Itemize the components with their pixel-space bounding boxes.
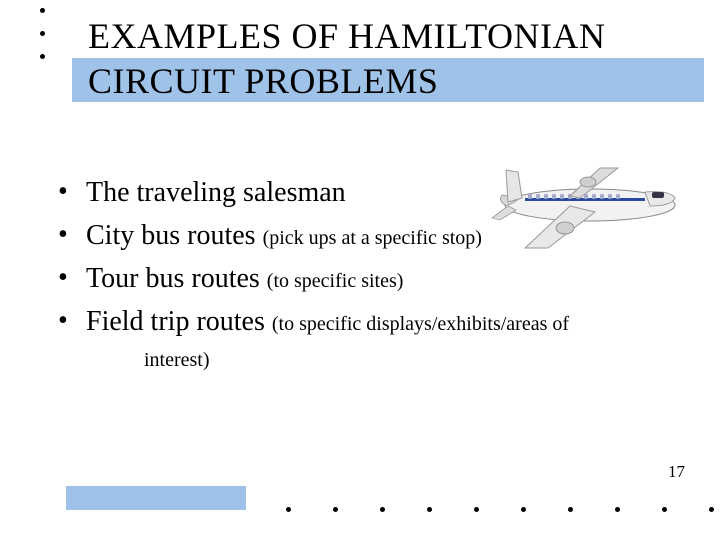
list-item-main: Field trip routes bbox=[86, 306, 272, 337]
slide-title: EXAMPLES OF HAMILTONIAN CIRCUIT PROBLEMS bbox=[88, 14, 606, 104]
list-item-paren: (pick ups at a specific stop) bbox=[263, 227, 482, 249]
list-item-main: City bus routes bbox=[86, 220, 263, 251]
bullet-dot: • bbox=[58, 261, 86, 295]
bullet-dot: • bbox=[58, 304, 86, 338]
list-item-paren: (to specific sites) bbox=[267, 270, 404, 292]
list-item: • Field trip routes (to specific display… bbox=[58, 304, 668, 339]
list-item-main: Tour bus routes bbox=[86, 263, 267, 294]
bullet-dot: • bbox=[58, 218, 86, 252]
list-item: • Tour bus routes (to specific sites) bbox=[58, 261, 668, 296]
title-line-2: CIRCUIT PROBLEMS bbox=[88, 61, 438, 101]
title-line-1: EXAMPLES OF HAMILTONIAN bbox=[88, 16, 606, 56]
list-item: • City bus routes (pick ups at a specifi… bbox=[58, 218, 668, 253]
list-item-continuation: interest) bbox=[144, 347, 668, 373]
bullet-dot: • bbox=[58, 175, 86, 209]
bullet-list: • The traveling salesman • City bus rout… bbox=[58, 175, 668, 373]
list-item-main: The traveling salesman bbox=[86, 177, 346, 208]
page-number: 17 bbox=[668, 462, 685, 482]
horizontal-dots-decor bbox=[286, 507, 714, 512]
list-item: • The traveling salesman bbox=[58, 175, 668, 210]
bottom-accent-bar bbox=[66, 486, 246, 510]
vertical-dots-decor bbox=[40, 8, 45, 59]
list-item-paren: (to specific displays/exhibits/areas of bbox=[272, 313, 569, 335]
